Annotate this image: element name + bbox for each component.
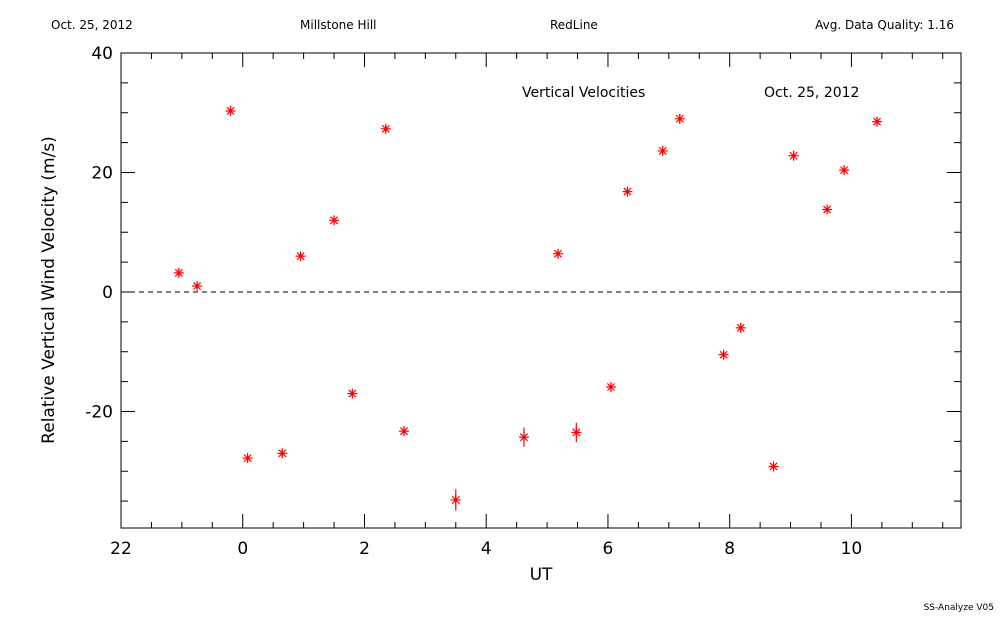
data-point	[822, 204, 833, 215]
x-tick-label: 10	[841, 539, 863, 559]
software-version: SS-Analyze V05	[923, 603, 994, 613]
x-tick-label: 8	[724, 539, 735, 559]
x-tick-label: 22	[110, 539, 132, 559]
x-tick-label: 6	[603, 539, 614, 559]
data-point	[295, 251, 306, 262]
data-point	[399, 426, 410, 437]
data-point	[674, 113, 685, 124]
chart-title: Vertical Velocities	[522, 85, 645, 101]
data-point	[242, 453, 253, 464]
data-point	[277, 448, 288, 459]
data-point	[768, 461, 779, 472]
y-tick-label: -20	[85, 402, 113, 422]
data-point	[173, 267, 184, 278]
data-point	[553, 248, 564, 259]
y-tick-label: 0	[102, 283, 113, 303]
data-point	[450, 489, 461, 511]
data-point	[657, 145, 668, 156]
x-tick-label: 2	[359, 539, 370, 559]
data-point	[225, 105, 236, 116]
data-point	[518, 427, 529, 447]
y-tick-label: 20	[91, 163, 113, 183]
data-point	[735, 322, 746, 333]
data-point	[839, 165, 850, 176]
x-tick-label: 0	[237, 539, 248, 559]
y-axis-ticks: 40 20 0 -20	[85, 44, 961, 422]
x-axis-ticks: 22 0 2 4 6 8 10	[110, 53, 862, 559]
header-data-quality: Avg. Data Quality: 1.16	[815, 18, 954, 32]
y-tick-label: 40	[91, 44, 113, 64]
data-point	[571, 422, 582, 442]
data-point	[622, 186, 633, 197]
data-point	[380, 123, 391, 134]
data-point	[192, 281, 203, 292]
header-date: Oct. 25, 2012	[51, 18, 133, 32]
data-point	[872, 116, 882, 127]
data-point	[329, 215, 340, 226]
minor-ticks	[121, 53, 961, 528]
data-point	[347, 388, 358, 399]
data-point	[788, 150, 799, 161]
data-point	[606, 381, 616, 392]
x-axis-label: UT	[530, 565, 553, 585]
data-point	[718, 349, 729, 360]
header-instrument: RedLine	[550, 18, 598, 32]
data-points	[173, 105, 882, 511]
plot-frame	[120, 52, 962, 529]
y-axis-label: Relative Vertical Wind Velocity (m/s)	[39, 136, 59, 444]
chart-subtitle: Oct. 25, 2012	[764, 85, 859, 101]
x-tick-label: 4	[481, 539, 492, 559]
header-site: Millstone Hill	[300, 18, 377, 32]
